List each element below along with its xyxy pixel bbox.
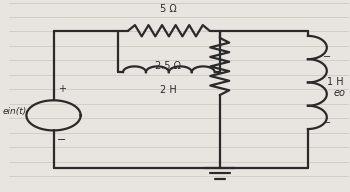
Text: +: +: [58, 84, 66, 94]
Text: ein(t): ein(t): [2, 107, 27, 116]
Text: eo: eo: [333, 88, 345, 98]
Text: −: −: [57, 135, 67, 145]
Text: 5 Ω: 5 Ω: [161, 4, 177, 14]
Text: 2.5 Ω: 2.5 Ω: [155, 61, 181, 71]
Text: −: −: [322, 52, 331, 62]
Text: 2 H: 2 H: [161, 85, 177, 95]
Text: −: −: [322, 118, 331, 128]
Text: 1 H: 1 H: [327, 77, 343, 88]
